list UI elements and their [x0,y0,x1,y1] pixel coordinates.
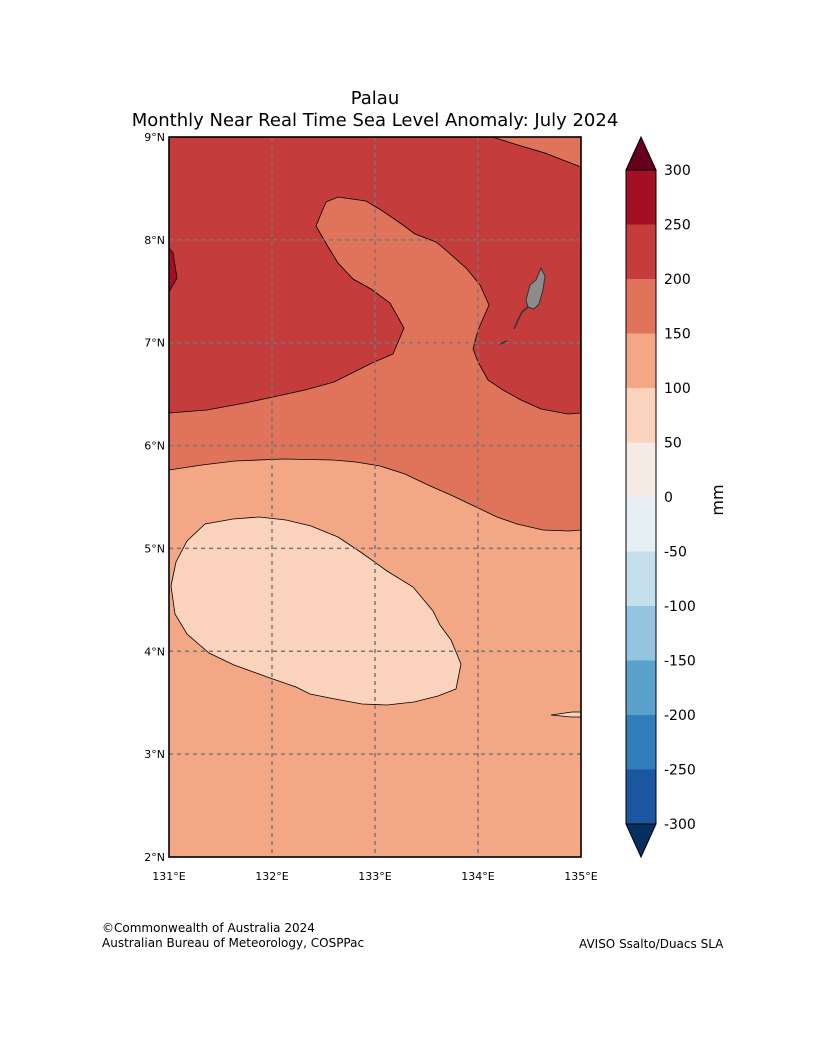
colorbar-segment [626,442,656,498]
longitude-label: 135°E [564,870,597,883]
map-title: Monthly Near Real Time Sea Level Anomaly… [131,110,619,131]
colorbar-segment [626,279,656,334]
colorbar-segment [626,606,656,661]
colorbar-tick-label: -150 [664,654,696,670]
latitude-label: 3°N [144,748,165,761]
latitude-label: 8°N [144,234,165,247]
latitude-label: 9°N [144,131,165,144]
colorbar-tick-label: -300 [664,817,696,833]
colorbar-under-arrow [625,823,657,859]
anomaly-band-50-100 [170,516,462,706]
colorbar-tick-label: 150 [664,327,691,343]
latitude-label: 5°N [144,542,165,555]
colorbar-over-arrow [625,135,657,171]
palau-island-chain [499,306,529,345]
latitude-label: 7°N [144,337,165,350]
anomaly-sliver-east [550,711,581,718]
longitude-label: 131°E [152,870,185,883]
anomaly-band-250-300 [169,247,178,293]
anomaly-band-200-250-west [169,137,581,415]
colorbar-tick-label: -100 [664,599,696,615]
anomaly-band-150-200-northeast [491,137,581,168]
colorbar-frame [625,169,657,825]
agency-line: Australian Bureau of Meteorology, COSPPa… [102,936,365,950]
colorbar-segment [626,660,656,716]
colorbar-segment [626,769,656,825]
map-title-region: Palau [350,88,400,109]
colorbar-segment [626,170,656,225]
longitude-label: 133°E [358,870,391,883]
colorbar-tick-label: -50 [664,545,687,561]
colorbar-tick-label: 200 [664,272,691,288]
colorbar-tick-label: 50 [664,436,682,452]
colorbar-segment [626,497,656,552]
longitude-label: 134°E [461,870,494,883]
colorbar-unit-label: mm [708,484,727,515]
colorbar-tick-label: -250 [664,763,696,779]
colorbar-tick-label: 0 [664,490,673,506]
latitude-label: 2°N [144,851,165,864]
colorbar-segment [626,715,656,770]
latitude-labels: 9°N 8°N 7°N 6°N 5°N 4°N 3°N 2°N [144,131,165,864]
colorbar-segment [626,551,656,607]
colorbar-segment [626,224,656,280]
colorbar-tick-label: 100 [664,381,691,397]
colorbar-tick-label: 250 [664,218,691,234]
palau-island-land [525,266,546,310]
copyright-line: ©Commonwealth of Australia 2024 [102,921,315,935]
longitude-labels: 131°E 132°E 133°E 134°E 135°E [152,870,597,883]
latitude-label: 6°N [144,440,165,453]
colorbar-tick-label: 300 [664,163,691,179]
colorbar-segment [626,388,656,443]
data-source-line: AVISO Ssalto/Duacs SLA [579,937,724,951]
latitude-label: 4°N [144,645,165,658]
colorbar: 300 250 200 150 100 50 0 -50 -100 -150 -200 -250 -30… [625,135,696,859]
map-frame [168,136,582,858]
colorbar-tick-label: -200 [664,708,696,724]
grid-lines [169,137,581,857]
colorbar-segment [626,333,656,389]
longitude-label: 132°E [255,870,288,883]
